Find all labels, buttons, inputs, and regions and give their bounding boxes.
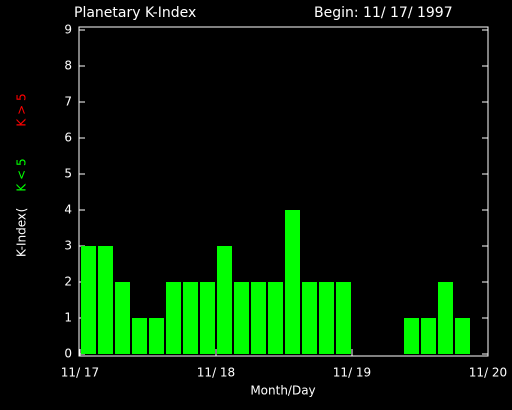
x-axis-label: Month/Day — [250, 384, 315, 398]
bar — [268, 282, 283, 354]
legend-bracket: ( — [15, 208, 29, 213]
x-tick-label: 11/ 18 — [197, 366, 235, 380]
bar — [200, 282, 215, 354]
chart-subtitle: Begin: 11/ 17/ 1997 — [314, 5, 453, 21]
y-tick-label: 9 — [64, 23, 72, 37]
bar — [98, 246, 113, 354]
y-tick-label: 8 — [64, 59, 72, 73]
bar — [336, 282, 351, 354]
bar — [251, 282, 266, 354]
chart-title: Planetary K-Index — [74, 5, 196, 21]
bar — [319, 282, 334, 354]
y-tick-label: 0 — [64, 347, 72, 361]
bar — [438, 282, 453, 354]
y-tick-label: 7 — [64, 95, 72, 109]
y-tick-label: 2 — [64, 275, 72, 289]
x-tick-label: 11/ 19 — [333, 366, 371, 380]
y-tick-label: 3 — [64, 239, 72, 253]
plot-frame — [78, 26, 489, 357]
bar — [166, 282, 181, 354]
bar — [115, 282, 130, 354]
bar — [132, 318, 147, 354]
y-tick-label: 1 — [64, 311, 72, 325]
legend-entry: K < 5 — [15, 158, 29, 191]
bar — [302, 282, 317, 354]
y-tick-label: 5 — [64, 167, 72, 181]
y-tick-label: 4 — [64, 203, 72, 217]
bar — [421, 318, 436, 354]
legend-entry: K > 5 — [15, 93, 29, 126]
y-axis-label-group: K-Index ( K < 5 K > 5 — [15, 93, 29, 257]
bar — [455, 318, 470, 354]
bar — [149, 318, 164, 354]
bar — [234, 282, 249, 354]
y-tick-label: 6 — [64, 131, 72, 145]
x-tick-label: 11/ 20 — [469, 366, 507, 380]
bar — [183, 282, 198, 354]
y-axis-label: K-Index — [15, 213, 29, 257]
bar — [217, 246, 232, 354]
bar — [285, 210, 300, 354]
x-tick-label: 11/ 17 — [61, 366, 99, 380]
bar — [81, 246, 96, 354]
bar — [404, 318, 419, 354]
